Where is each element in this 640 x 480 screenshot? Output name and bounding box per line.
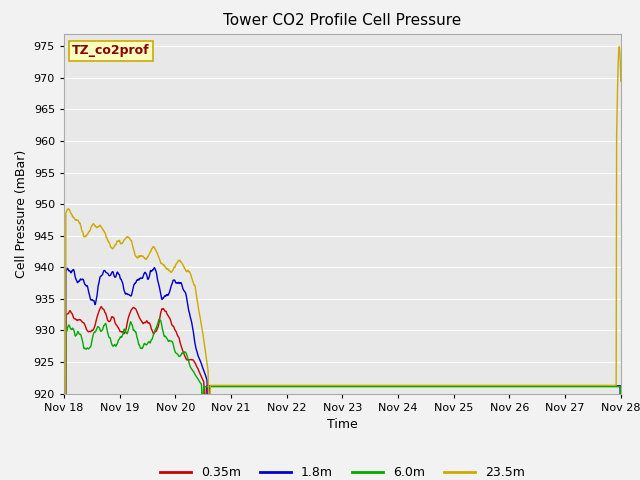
Y-axis label: Cell Pressure (mBar): Cell Pressure (mBar): [15, 149, 28, 278]
X-axis label: Time: Time: [327, 418, 358, 431]
Legend: 0.35m, 1.8m, 6.0m, 23.5m: 0.35m, 1.8m, 6.0m, 23.5m: [155, 461, 530, 480]
Title: Tower CO2 Profile Cell Pressure: Tower CO2 Profile Cell Pressure: [223, 13, 461, 28]
Text: TZ_co2prof: TZ_co2prof: [72, 44, 150, 58]
